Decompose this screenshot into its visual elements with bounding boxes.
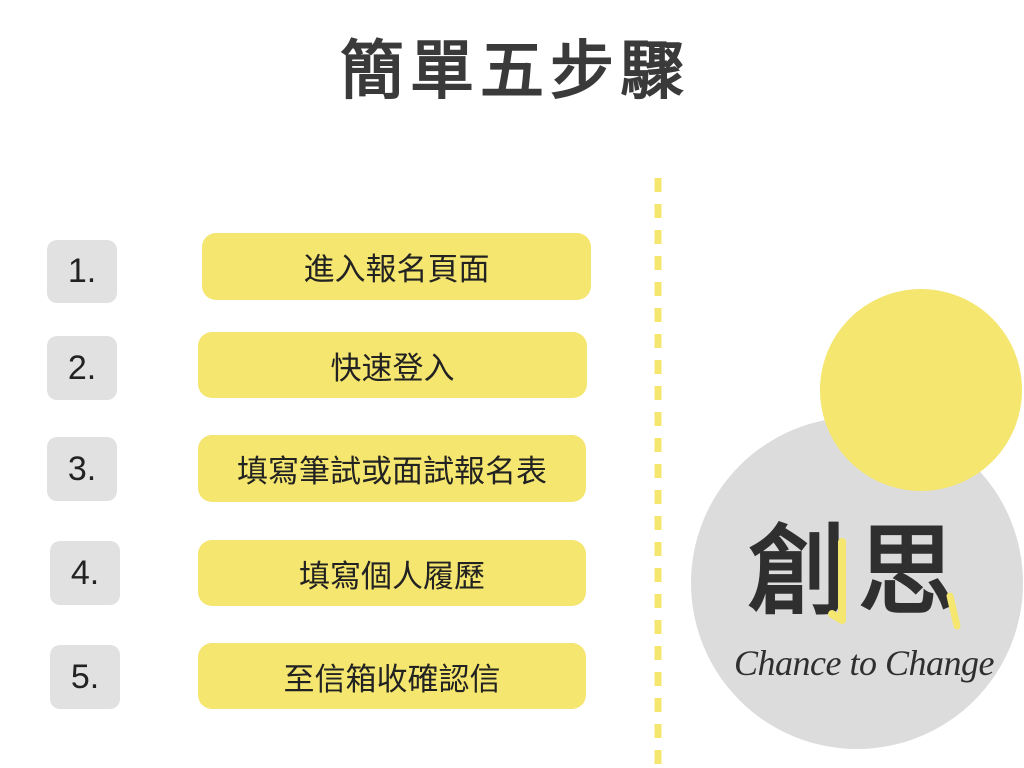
step-number-badge: 2.	[47, 336, 117, 400]
step-label-pill: 快速登入	[198, 332, 587, 398]
step-row-1: 1. 進入報名頁面	[0, 233, 600, 303]
step-label-pill: 進入報名頁面	[202, 233, 591, 300]
dashed-divider	[654, 178, 662, 768]
step-label-pill: 至信箱收確認信	[198, 643, 586, 709]
logo-tagline: Chance to Change	[734, 643, 994, 683]
page-title: 簡單五步驟	[340, 34, 690, 109]
step-number-badge: 4.	[50, 541, 120, 605]
decor-circle-yellow	[820, 289, 1022, 491]
step-row-2: 2. 快速登入	[0, 332, 600, 402]
logo-wordmark: 創思	[748, 514, 969, 629]
step-label-pill: 填寫個人履歷	[198, 540, 586, 606]
step-row-4: 4. 填寫個人履歷	[0, 540, 600, 610]
step-number-badge: 3.	[47, 437, 117, 501]
step-label-pill: 填寫筆試或面試報名表	[198, 435, 586, 502]
step-number-badge: 1.	[47, 240, 117, 303]
step-row-5: 5. 至信箱收確認信	[0, 643, 600, 713]
step-row-3: 3. 填寫筆試或面試報名表	[0, 435, 600, 505]
step-number-badge: 5.	[50, 645, 120, 709]
